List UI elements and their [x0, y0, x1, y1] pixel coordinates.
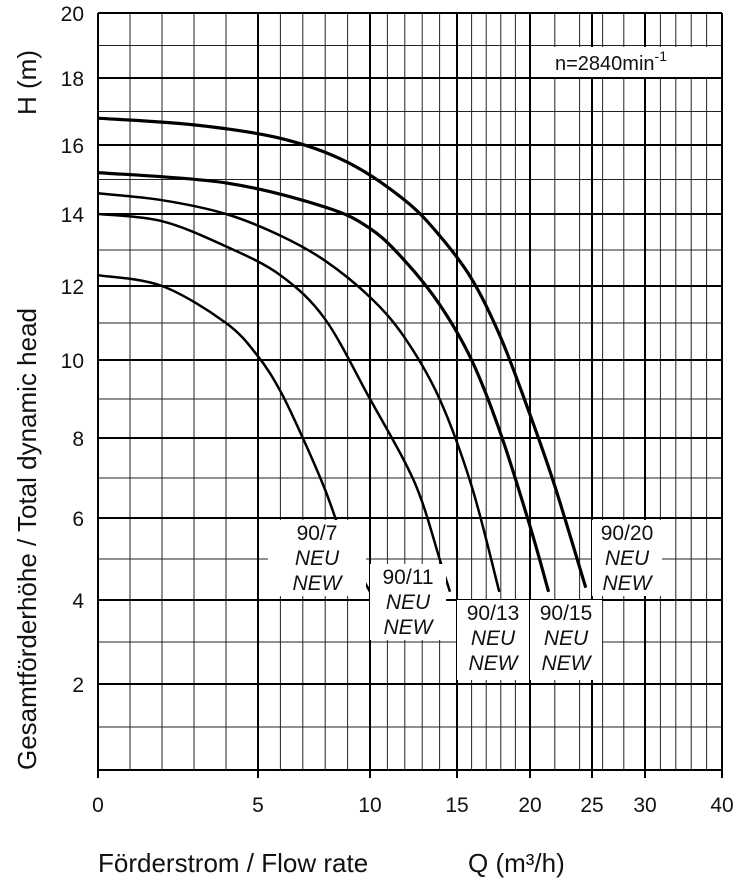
curve-90-20: [97, 116, 588, 589]
x-tick-label: 20: [518, 794, 541, 817]
speed-label-box: n=2840min-1: [550, 47, 712, 77]
curve-label-neu: NEU: [544, 627, 589, 650]
curve-label-new: NEW: [293, 572, 344, 595]
x-axis-title: Förderstrom / Flow rate: [98, 848, 368, 878]
curve-label-new: NEW: [469, 652, 520, 675]
y-tick-label: 8: [72, 428, 84, 451]
y-tick-label: 2: [72, 674, 84, 697]
curve-label-neu: NEU: [471, 627, 516, 650]
y-tick-label: 4: [72, 590, 84, 613]
curve-label-neu: NEU: [386, 591, 431, 614]
y-axis-title: Gesamtförderhöhe / Total dynamic head: [12, 308, 42, 770]
x-tick-label: 5: [252, 794, 264, 817]
curve-label-neu: NEU: [295, 547, 340, 570]
x-tick-label: 25: [580, 794, 603, 817]
curve-label-new: NEW: [542, 652, 593, 675]
x-tick-label: 10: [358, 794, 381, 817]
y-tick-label: 18: [61, 68, 84, 91]
curve-label-new: NEW: [384, 616, 435, 639]
y-tick-label: 6: [72, 508, 84, 531]
curve-90-15: [97, 171, 551, 593]
curve-90-11: [97, 212, 452, 593]
y-tick-label: 20: [61, 3, 84, 26]
curve-label-model: 90/20: [601, 522, 654, 545]
y-axis-unit: H (m): [12, 50, 42, 115]
curve-label-bg: [457, 600, 529, 680]
y-tick-label: 14: [61, 204, 85, 227]
curve-label-bg: [592, 520, 662, 596]
curve-label-bg: [530, 600, 602, 680]
grid-minor: [98, 13, 722, 770]
curve-label-bg: [268, 520, 366, 596]
curve-label-model: 90/15: [540, 602, 593, 625]
x-axis-unit: Q (m³/h): [468, 848, 565, 878]
curve-label-model: 90/7: [297, 522, 338, 545]
curve-90-13: [97, 192, 501, 593]
x-tick-label: 0: [92, 794, 104, 817]
curve-label-neu: NEU: [605, 547, 650, 570]
grid-major: [97, 12, 723, 778]
y-tick-labels: 2 4 6 8 10 12 14 16 18 20: [61, 3, 85, 697]
x-tick-label: 30: [633, 794, 656, 817]
y-tick-label: 16: [61, 135, 84, 158]
speed-label-bg: [550, 47, 712, 77]
curve-label-bg: [370, 564, 446, 640]
x-tick-labels: 0 5 10 15 20 25 30 40: [92, 794, 734, 817]
x-tick-label: 40: [710, 794, 733, 817]
curve-label-model: 90/11: [383, 566, 434, 589]
y-tick-label: 10: [61, 350, 84, 373]
curve-label-model: 90/13: [467, 602, 520, 625]
y-tick-label: 12: [61, 276, 84, 299]
curve-label-new: NEW: [603, 572, 654, 595]
speed-label: n=2840min-1: [555, 48, 667, 75]
x-tick-label: 15: [445, 794, 468, 817]
